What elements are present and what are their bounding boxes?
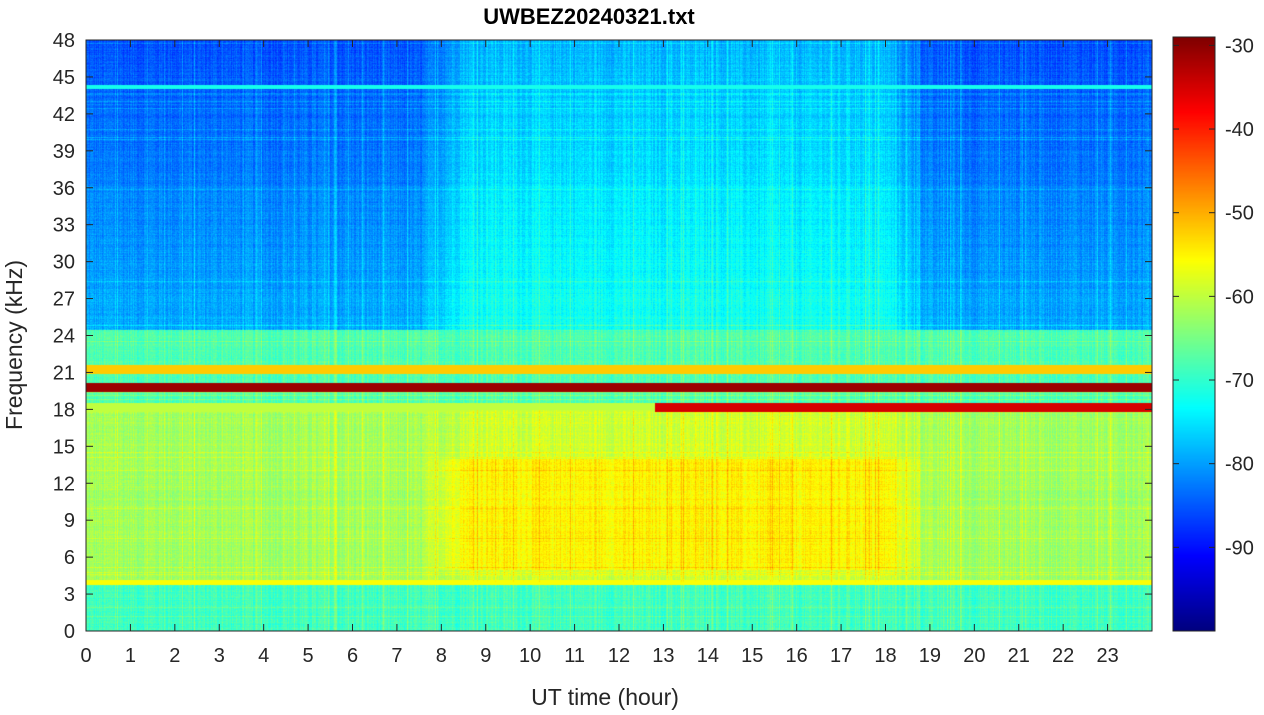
x-tick-label: 13: [652, 645, 674, 667]
x-tick-label: 3: [214, 645, 225, 667]
x-tick-label: 9: [480, 645, 491, 667]
colorbar-tick-label: -40: [1225, 119, 1254, 141]
x-tick-label: 7: [391, 645, 402, 667]
x-tick-label: 2: [169, 645, 180, 667]
y-tick-label: 39: [53, 141, 75, 163]
x-tick-label: 18: [874, 645, 896, 667]
colorbar-tick-label: -90: [1225, 537, 1254, 559]
x-tick-label: 14: [697, 645, 719, 667]
y-axis-label: Frequency (kHz): [1, 260, 27, 430]
colorbar-tick-label: -80: [1225, 454, 1254, 476]
colorbar-gradient: [1173, 37, 1215, 631]
y-tick-label: 24: [53, 326, 75, 348]
colorbar-tick-label: -70: [1225, 370, 1254, 392]
y-tick-label: 6: [64, 547, 75, 569]
chart-title: UWBEZ20240321.txt: [483, 4, 695, 29]
y-tick-label: 42: [53, 104, 75, 126]
y-tick-label: 45: [53, 67, 75, 89]
x-tick-label: 8: [436, 645, 447, 667]
x-tick-label: 20: [963, 645, 985, 667]
y-tick-label: 9: [64, 510, 75, 532]
x-axis-label: UT time (hour): [531, 684, 679, 710]
y-tick-label: 30: [53, 252, 75, 274]
y-tick-label: 12: [53, 473, 75, 495]
y-tick-label: 18: [53, 399, 75, 421]
y-tick-label: 48: [53, 30, 75, 52]
x-tick-label: 1: [125, 645, 136, 667]
x-axis: 0 1 2 3 4 5 6 7 8 9 10 11 12 13 14 15 16 17 18 19 20 21 22 23: [80, 40, 1119, 667]
x-tick-label: 19: [919, 645, 941, 667]
x-tick-label: 4: [258, 645, 269, 667]
x-tick-label: 12: [608, 645, 630, 667]
colorbar-frame: [1172, 36, 1216, 632]
y-tick-label: 27: [53, 289, 75, 311]
y-tick-label: 36: [53, 178, 75, 200]
spectrogram-image: [86, 40, 1152, 631]
x-tick-label: 23: [1096, 645, 1118, 667]
y-tick-label: 33: [53, 215, 75, 237]
x-tick-label: 11: [564, 645, 585, 667]
x-tick-label: 15: [741, 645, 763, 667]
x-tick-label: 21: [1008, 645, 1030, 667]
y-tick-label: 15: [53, 436, 75, 458]
x-tick-label: 5: [303, 645, 314, 667]
colorbar: -90 -80 -70 -60 -50 -40 -30: [1172, 35, 1254, 632]
x-tick-label: 22: [1052, 645, 1074, 667]
colorbar-tick-label: -50: [1225, 203, 1254, 225]
y-tick-label: 3: [64, 584, 75, 606]
colorbar-tick-label: -30: [1225, 35, 1254, 57]
colorbar-tick-label: -60: [1225, 286, 1254, 308]
x-tick-label: 0: [80, 645, 91, 667]
x-tick-label: 10: [519, 645, 541, 667]
x-tick-label: 6: [347, 645, 358, 667]
x-tick-label: 17: [830, 645, 852, 667]
x-tick-label: 16: [786, 645, 808, 667]
y-tick-label: 0: [64, 621, 75, 643]
colorbar-ticks: -90 -80 -70 -60 -50 -40 -30: [1173, 35, 1254, 559]
y-tick-label: 21: [53, 362, 75, 384]
spectrogram-plot: [85, 39, 1153, 632]
